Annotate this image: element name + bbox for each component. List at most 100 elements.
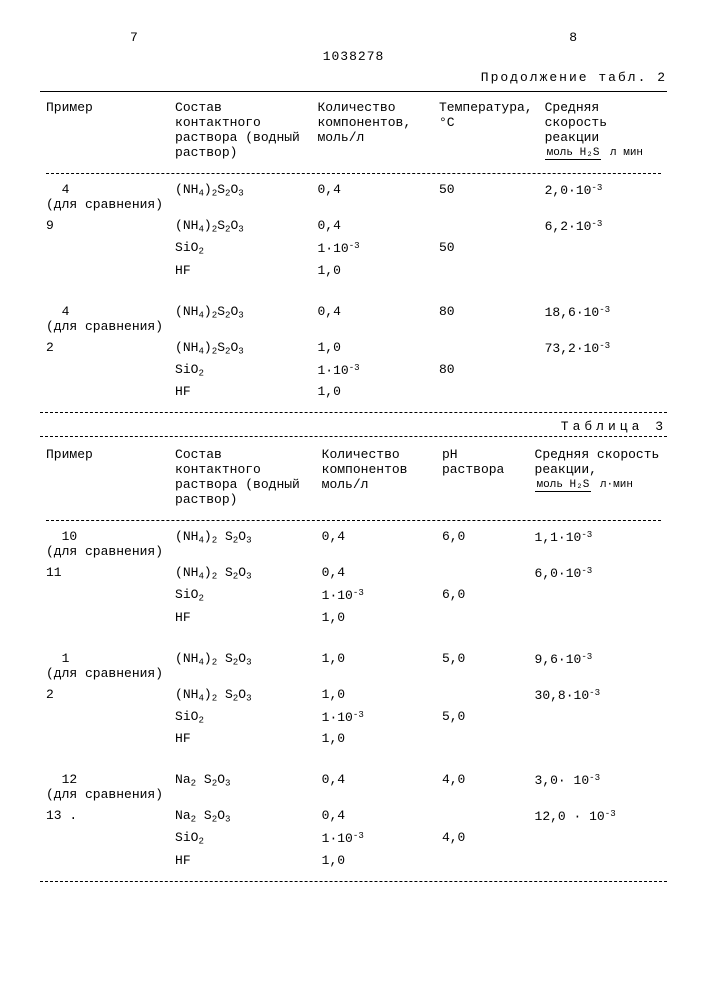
cell-example: 4(для сравнения) [40,179,169,215]
cell-ph [436,607,529,628]
cell-example [40,827,169,849]
cell-rate [529,607,667,628]
cell-composition: SiO2 [169,237,311,259]
cell-quantity: 1,0 [316,850,436,871]
cell-rate: 12,0 · 10-3 [529,805,667,827]
cell-ph: 6,0 [436,526,529,562]
table-row: SiO21·10-35,0 [40,706,667,728]
cell-quantity: 1,0 [312,337,433,359]
cell-ph: 5,0 [436,706,529,728]
cell-example [40,706,169,728]
table-row: HF1,0 [40,728,667,749]
table-row: 11(NH4)2 S2O30,46,0·10-3 [40,562,667,584]
col-composition: Состав контактного раствора (водный раст… [169,439,316,515]
cell-quantity: 1·10-3 [316,584,436,606]
table-row: HF1,0 [40,260,667,281]
cell-rate: 2,0·10-3 [539,179,667,215]
table-row: 4(для сравнения)(NH4)2S2O30,4502,0·10-3 [40,179,667,215]
cell-example: 12(для сравнения) [40,769,169,805]
cell-rate [529,728,667,749]
cell-composition: (NH4)2 S2O3 [169,526,316,562]
table-row: 13 .Na2 S2O30,4 12,0 · 10-3 [40,805,667,827]
cell-quantity: 0,4 [316,805,436,827]
cell-composition: (NH4)2S2O3 [169,215,311,237]
cell-example: 2 [40,684,169,706]
cell-rate: 73,2·10-3 [539,337,667,359]
cell-rate [529,850,667,871]
cell-rate: 3,0· 10-3 [529,769,667,805]
cell-ph [436,728,529,749]
cell-composition: (NH4)2S2O3 [169,179,311,215]
cell-rate: 6,2·10-3 [539,215,667,237]
cell-temperature: 80 [433,359,539,381]
cell-quantity: 0,4 [316,562,436,584]
cell-rate: 9,6·10-3 [529,648,667,684]
col-example: Пример [40,439,169,515]
cell-example: 2 [40,337,169,359]
table-row: 10(для сравнения)(NH4)2 S2O30,46,01,1·10… [40,526,667,562]
cell-example: 11 [40,562,169,584]
table-row: SiO21·10-350 [40,237,667,259]
cell-rate [539,260,667,281]
table-3-header: Пример Состав контактного раствора (водн… [40,439,667,515]
cell-example: 10(для сравнения) [40,526,169,562]
cell-ph [436,805,529,827]
cell-ph [436,562,529,584]
cell-example [40,359,169,381]
table-row: 12(для сравнения)Na2 S2O30,44,03,0· 10-3 [40,769,667,805]
cell-ph: 4,0 [436,827,529,849]
cell-temperature [433,215,539,237]
page-right: 8 [569,30,577,45]
cell-composition: Na2 S2O3 [169,805,316,827]
cell-quantity: 0,4 [312,301,433,337]
cell-composition: SiO2 [169,827,316,849]
table-row: HF1,0 [40,607,667,628]
cell-composition: (NH4)2 S2O3 [169,562,316,584]
document-id: 1038278 [40,49,667,64]
page-left: 7 [130,30,138,45]
cell-composition: HF [169,850,316,871]
cell-composition: Na2 S2O3 [169,769,316,805]
col-rate: Средняя скорость реакции моль H₂S л мин [539,92,667,168]
cell-rate: 1,1·10-3 [529,526,667,562]
table-row: SiO21·10-34,0 [40,827,667,849]
col-quantity: Количество компонентов моль/л [316,439,436,515]
cell-temperature [433,260,539,281]
table-row: SiO21·10-380 [40,359,667,381]
cell-example [40,260,169,281]
table-row: 2(NH4)2S2O31,073,2·10-3 [40,337,667,359]
cell-quantity: 0,4 [312,179,433,215]
cell-quantity: 1,0 [316,728,436,749]
col-ph: pH раствора [436,439,529,515]
table-3: Пример Состав контактного раствора (водн… [40,439,667,871]
cell-temperature [433,337,539,359]
cell-rate [529,827,667,849]
cell-quantity: 1·10-3 [312,359,433,381]
cell-quantity: 0,4 [316,526,436,562]
cell-example: 9 [40,215,169,237]
cell-temperature: 50 [433,237,539,259]
col-composition: Состав контактного раствора (водный раст… [169,92,311,168]
cell-example [40,381,169,402]
table-row: 9(NH4)2S2O30,46,2·10-3 [40,215,667,237]
cell-ph [436,684,529,706]
cell-quantity: 1·10-3 [312,237,433,259]
col-rate: Средняя скорость реакции, моль H₂S л·мин [529,439,667,515]
cell-rate [539,359,667,381]
cell-example [40,607,169,628]
cell-rate: 30,8·10-3 [529,684,667,706]
cell-example: 1(для сравнения) [40,648,169,684]
cell-composition: HF [169,260,311,281]
table-2-header: Пример Состав контактного раствора (водн… [40,92,667,168]
cell-rate [539,381,667,402]
cell-example: 13 . [40,805,169,827]
table-row: 1(для сравнения)(NH4)2 S2O31,05,09,6·10-… [40,648,667,684]
cell-composition: SiO2 [169,706,316,728]
table-row: 2(NH4)2 S2O31,030,8·10-3 [40,684,667,706]
cell-composition: HF [169,381,311,402]
cell-ph: 5,0 [436,648,529,684]
cell-example: 4(для сравнения) [40,301,169,337]
cell-example [40,850,169,871]
table-row: SiO21·10-36,0 [40,584,667,606]
table-row: HF1,0 [40,381,667,402]
